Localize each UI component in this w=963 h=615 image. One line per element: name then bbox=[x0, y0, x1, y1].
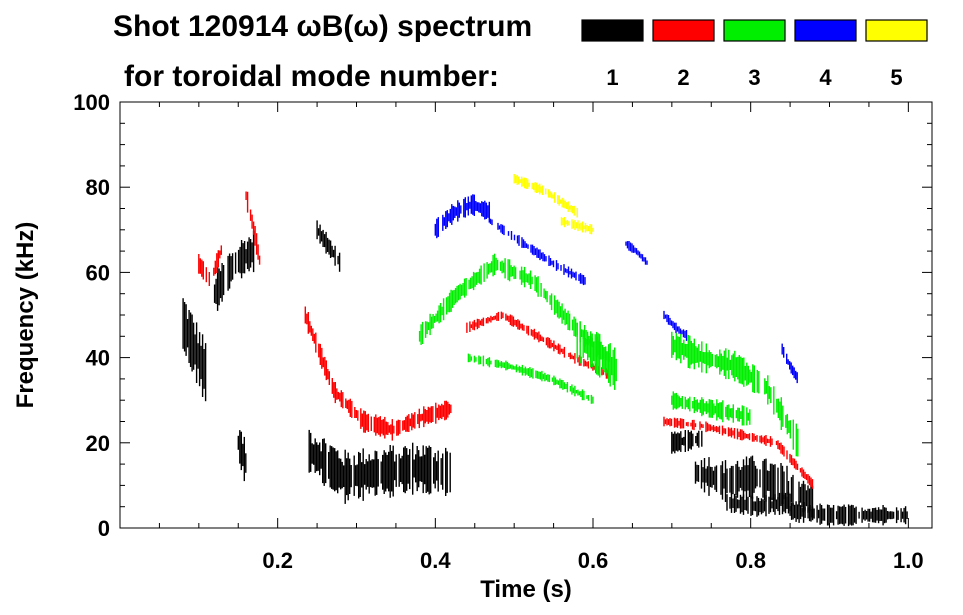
y-tick-label: 80 bbox=[86, 175, 110, 200]
legend-label-n4: 4 bbox=[819, 65, 832, 90]
axes: 0.2 0.4 0.6 0.8 1.0 0 20 40 60 80 100 bbox=[73, 90, 932, 573]
y-axis-label: Frequency (kHz) bbox=[12, 222, 39, 409]
band-n1 bbox=[316, 220, 341, 272]
band-n4 bbox=[663, 310, 688, 341]
band-n5 bbox=[513, 174, 578, 218]
band-n4 bbox=[625, 241, 648, 265]
y-tick-label: 100 bbox=[73, 90, 110, 115]
band-n4 bbox=[489, 218, 586, 286]
legend-swatch-n2 bbox=[652, 19, 715, 42]
y-tick-label: 0 bbox=[98, 516, 110, 541]
band-n3 bbox=[576, 321, 617, 390]
band-n2 bbox=[663, 416, 814, 489]
band-n4 bbox=[434, 194, 490, 239]
band-n1 bbox=[237, 430, 247, 482]
legend-label-n2: 2 bbox=[677, 65, 689, 90]
legend-swatch-n5 bbox=[865, 19, 928, 42]
legend: 1 2 3 4 5 bbox=[581, 19, 928, 90]
chart-title-line2: for toroidal mode number: bbox=[124, 60, 499, 93]
band-n2 bbox=[198, 245, 223, 286]
band-n1 bbox=[726, 491, 791, 517]
band-n5 bbox=[560, 217, 594, 235]
band-n3 bbox=[671, 391, 751, 426]
x-tick-label: 1.0 bbox=[893, 548, 924, 573]
chart-title-line1: Shot 120914 ωB(ω) spectrum bbox=[113, 10, 532, 43]
y-tick-label: 20 bbox=[86, 431, 110, 456]
x-tick-label: 0.2 bbox=[262, 548, 293, 573]
x-tick-label: 0.4 bbox=[420, 548, 451, 573]
band-n1 bbox=[789, 501, 908, 527]
band-n2 bbox=[304, 306, 452, 441]
band-n1 bbox=[671, 430, 703, 454]
plot-area bbox=[120, 102, 932, 528]
band-n1 bbox=[182, 298, 207, 402]
legend-label-n5: 5 bbox=[890, 65, 902, 90]
band-n2 bbox=[245, 191, 261, 265]
legend-swatch-n4 bbox=[794, 19, 857, 42]
legend-swatch-n1 bbox=[581, 19, 644, 42]
y-tick-label: 60 bbox=[86, 260, 110, 285]
band-n2 bbox=[466, 311, 609, 379]
x-tick-label: 0.6 bbox=[578, 548, 609, 573]
band-n3 bbox=[671, 331, 799, 457]
legend-swatch-n3 bbox=[723, 19, 786, 42]
band-n1 bbox=[308, 429, 451, 504]
x-tick-label: 0.8 bbox=[735, 548, 766, 573]
spectrum-marks bbox=[182, 174, 908, 527]
legend-label-n3: 3 bbox=[748, 65, 760, 90]
y-tick-label: 40 bbox=[86, 346, 110, 371]
band-n3 bbox=[467, 353, 594, 404]
band-n1 bbox=[213, 230, 255, 311]
band-n1 bbox=[694, 455, 814, 522]
x-axis-label: Time (s) bbox=[480, 576, 572, 603]
legend-label-n1: 1 bbox=[606, 65, 618, 90]
band-n4 bbox=[781, 343, 798, 384]
